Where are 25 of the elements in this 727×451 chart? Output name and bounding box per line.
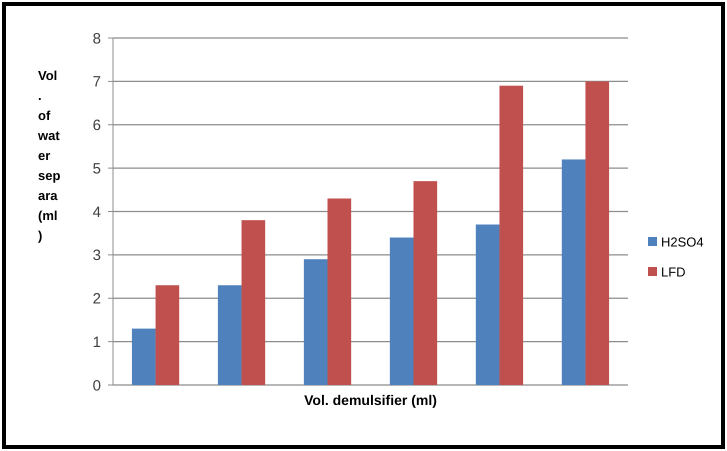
legend-label: LFD: [661, 264, 686, 280]
y-tick-label: 0: [92, 377, 101, 394]
x-axis-title: Vol. demulsifier (ml): [304, 392, 437, 408]
bar: [499, 86, 524, 385]
y-tick-label: 2: [92, 290, 101, 308]
y-tick-label: 4: [92, 204, 101, 221]
y-tick-label: 7: [92, 74, 101, 91]
bar: [242, 220, 266, 385]
y-tick-label: 5: [92, 160, 101, 178]
text: Vol. of water separa (ml): [38, 68, 60, 243]
bar: [476, 224, 500, 385]
bar: [304, 259, 328, 385]
bar: [413, 181, 438, 385]
y-tick-label: 3: [92, 247, 101, 264]
y-tick-label: 1: [92, 334, 101, 351]
bar: [562, 159, 586, 385]
bar: [328, 198, 352, 385]
y-tick-label: 8: [92, 30, 101, 48]
bar: [156, 285, 180, 385]
bar: [132, 328, 156, 385]
bar: [390, 238, 414, 385]
bar: [585, 81, 610, 385]
y-tick-label: 6: [92, 117, 101, 134]
legend-label: H2SO4: [661, 234, 704, 250]
bar: [218, 285, 242, 385]
